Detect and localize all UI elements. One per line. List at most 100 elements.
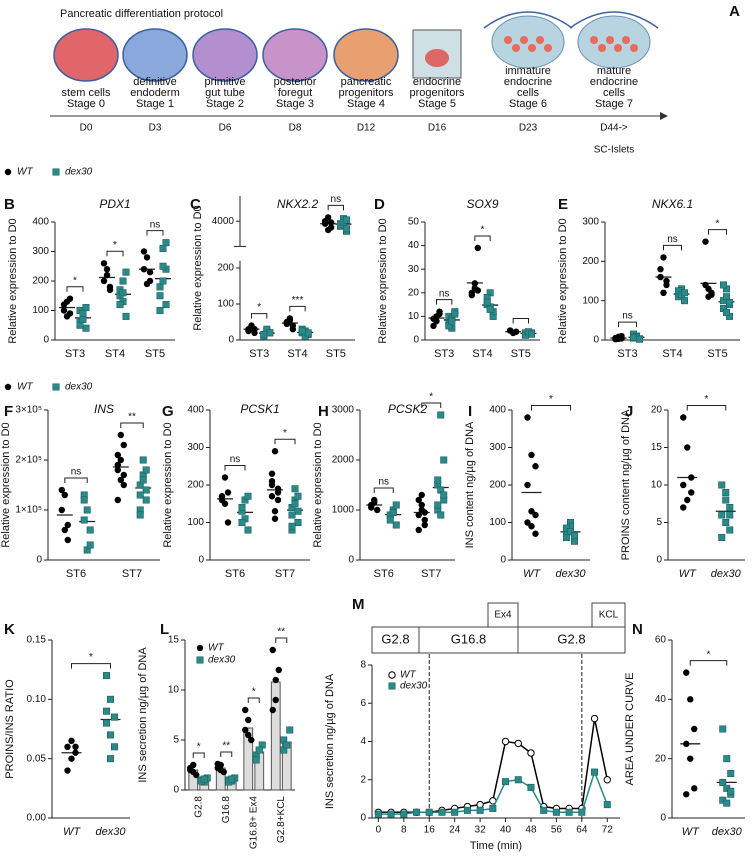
x-tick-label: ST7 <box>275 568 295 580</box>
data-point <box>680 504 687 511</box>
x-tick-label: ST4 <box>662 348 682 360</box>
stage-name: foregut <box>278 87 312 99</box>
data-point <box>680 289 688 297</box>
data-point <box>552 808 560 816</box>
data-point <box>304 329 312 337</box>
y-tick-label: 5 <box>173 735 179 746</box>
significance-label: ns <box>150 219 161 230</box>
data-point <box>111 713 119 721</box>
data-point <box>268 470 276 477</box>
data-point <box>268 493 276 500</box>
legend-marker <box>52 383 60 391</box>
data-point <box>562 524 570 532</box>
data-point <box>103 266 111 273</box>
data-point <box>463 806 471 814</box>
significance-label: * <box>257 302 261 313</box>
stage-name: primitive <box>205 76 246 88</box>
data-point <box>392 521 400 529</box>
data-point <box>663 277 670 285</box>
data-point <box>684 444 691 451</box>
data-point <box>142 466 150 474</box>
significance-label: *** <box>292 295 304 306</box>
x-tick-label: ST4 <box>472 348 492 360</box>
significance-label: ** <box>128 412 136 423</box>
y-tick-label: 100 <box>489 517 506 528</box>
data-point <box>103 672 111 680</box>
legend-marker <box>196 644 204 652</box>
data-point <box>430 322 437 330</box>
significance-label: * <box>705 394 709 405</box>
data-point <box>122 268 130 276</box>
y-tick-label: 2000 <box>332 455 355 466</box>
data-point <box>438 808 446 816</box>
data-point <box>719 778 727 786</box>
data-point <box>476 806 484 814</box>
y-tick-label: 200 <box>32 276 49 287</box>
data-point <box>268 481 276 489</box>
y-tick-label: 20 <box>651 405 663 416</box>
stage-number: Stage 2 <box>206 98 244 110</box>
data-point <box>116 301 124 309</box>
data-point <box>413 808 421 816</box>
data-point <box>159 262 167 270</box>
stage-day: D0 <box>80 123 93 134</box>
data-point <box>79 315 87 323</box>
data-point <box>509 329 517 337</box>
stage-dish <box>577 15 651 69</box>
phase-box <box>517 626 626 654</box>
y-tick-label: 100 <box>582 295 599 306</box>
significance-bracket <box>247 697 260 703</box>
data-point <box>221 474 229 481</box>
data-point <box>72 743 79 750</box>
data-point <box>217 766 224 774</box>
data-point <box>255 746 263 754</box>
data-point <box>60 301 68 308</box>
x-tick-label: ST6 <box>225 568 245 580</box>
data-point <box>723 799 731 807</box>
data-point <box>725 299 733 307</box>
significance-bracket <box>686 405 727 411</box>
data-point <box>451 808 459 816</box>
y-tick-label: 300 <box>32 246 49 257</box>
data-point <box>603 801 611 809</box>
data-point <box>159 277 167 285</box>
data-point <box>387 810 395 818</box>
data-point <box>433 317 440 325</box>
data-point <box>190 768 197 776</box>
data-point <box>566 528 574 536</box>
data-point <box>107 695 115 703</box>
data-point <box>660 254 667 261</box>
y-tick-label: 400 <box>187 405 204 416</box>
significance-label: ns <box>71 467 82 478</box>
data-point <box>271 448 279 455</box>
data-point <box>274 496 282 504</box>
legend-label: dex30 <box>65 382 93 393</box>
significance-bracket <box>220 751 233 757</box>
x-tick-label: dex30 <box>712 826 743 838</box>
y-tick-label: 30 <box>408 264 420 275</box>
significance-bracket <box>275 637 288 643</box>
stage-day: D8 <box>289 123 302 134</box>
data-point <box>238 518 246 526</box>
panel-letter: M <box>352 596 365 613</box>
stage-name: stem cells <box>62 87 111 99</box>
significance-bracket <box>436 299 453 305</box>
data-point <box>727 769 735 777</box>
legend-marker <box>4 383 12 391</box>
data-point <box>528 523 535 530</box>
data-point <box>570 532 578 540</box>
data-point <box>437 511 445 519</box>
data-point <box>371 499 378 506</box>
data-point <box>142 486 150 494</box>
data-point <box>269 646 276 654</box>
panel-letter: J <box>625 403 633 420</box>
x-tick-label: 48 <box>525 825 537 836</box>
x-tick-label: 40 <box>500 825 512 836</box>
significance-bracket <box>120 422 144 428</box>
data-point <box>688 474 695 481</box>
data-point <box>434 476 442 484</box>
data-point <box>80 516 88 524</box>
legend-label: dex30 <box>400 681 428 692</box>
data-point <box>136 491 144 499</box>
